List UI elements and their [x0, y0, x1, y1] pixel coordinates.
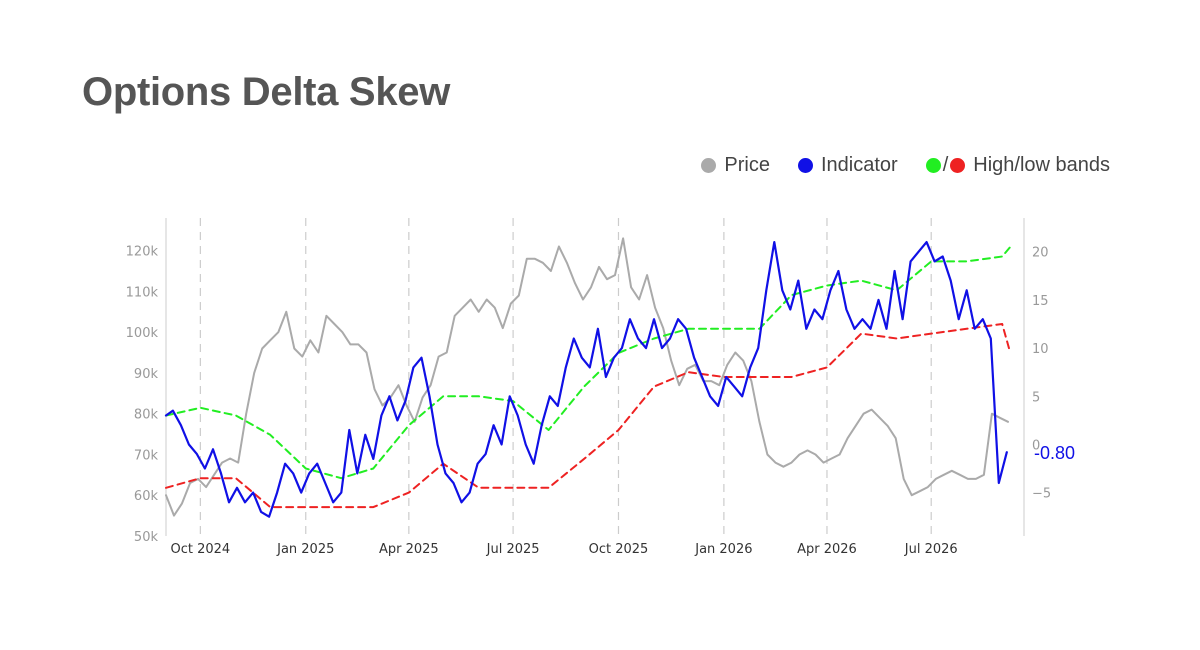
x-tick-label: Oct 2025 — [589, 542, 649, 557]
y-left-tick-label: 80k — [134, 408, 159, 423]
y-left-tick-label: 90k — [134, 367, 159, 382]
x-tick-label: Jul 2026 — [904, 542, 958, 557]
high-band-line — [165, 245, 1012, 480]
x-tick-label: Oct 2024 — [171, 542, 231, 557]
price-dot-icon — [701, 157, 717, 173]
low-band-dot-icon — [950, 157, 966, 173]
x-tick-label: Jul 2025 — [486, 542, 540, 557]
high-band-dot-icon — [925, 157, 941, 173]
y-left-tick-label: 110k — [126, 285, 159, 300]
y-left-tick-label: 60k — [134, 489, 159, 504]
page-title: Options Delta Skew — [82, 70, 451, 114]
legend-label-price: Price — [724, 153, 770, 176]
low-band-line — [165, 323, 1012, 509]
legend-item-bands[interactable]: / High/low bands — [925, 153, 1110, 177]
x-tick-label: Apr 2025 — [379, 542, 439, 557]
indicator-line — [164, 241, 1008, 518]
y-right-tick-label: 0 — [1032, 438, 1040, 453]
y-right-tick-label: 15 — [1032, 294, 1049, 309]
legend-label-bands: High/low bands — [973, 153, 1110, 176]
price-line — [165, 237, 1009, 517]
x-tick-label: Jan 2026 — [694, 542, 752, 557]
y-left-tick-label: 50k — [134, 530, 159, 545]
legend-label-indicator: Indicator — [820, 153, 898, 176]
y-left-tick-label: 100k — [126, 326, 159, 341]
y-right-tick-label: 5 — [1032, 390, 1040, 405]
legend-slash: / — [942, 153, 949, 176]
x-tick-label: Apr 2026 — [797, 542, 857, 557]
indicator-dot-icon — [797, 157, 813, 173]
y-right-tick-label: −5 — [1032, 487, 1051, 502]
x-tick-label: Jan 2025 — [276, 542, 334, 557]
chart-legend: Price Indicator / High/low bands — [673, 153, 1110, 177]
y-left-tick-label: 120k — [126, 245, 159, 260]
y-right-tick-label: 10 — [1032, 342, 1049, 357]
legend-item-indicator[interactable]: Indicator — [797, 153, 898, 177]
y-right-tick-label: 20 — [1032, 246, 1049, 261]
y-left-tick-label: 70k — [134, 448, 159, 463]
legend-item-price[interactable]: Price — [701, 154, 770, 177]
indicator-last-value-label: -0.80 — [1034, 443, 1075, 463]
